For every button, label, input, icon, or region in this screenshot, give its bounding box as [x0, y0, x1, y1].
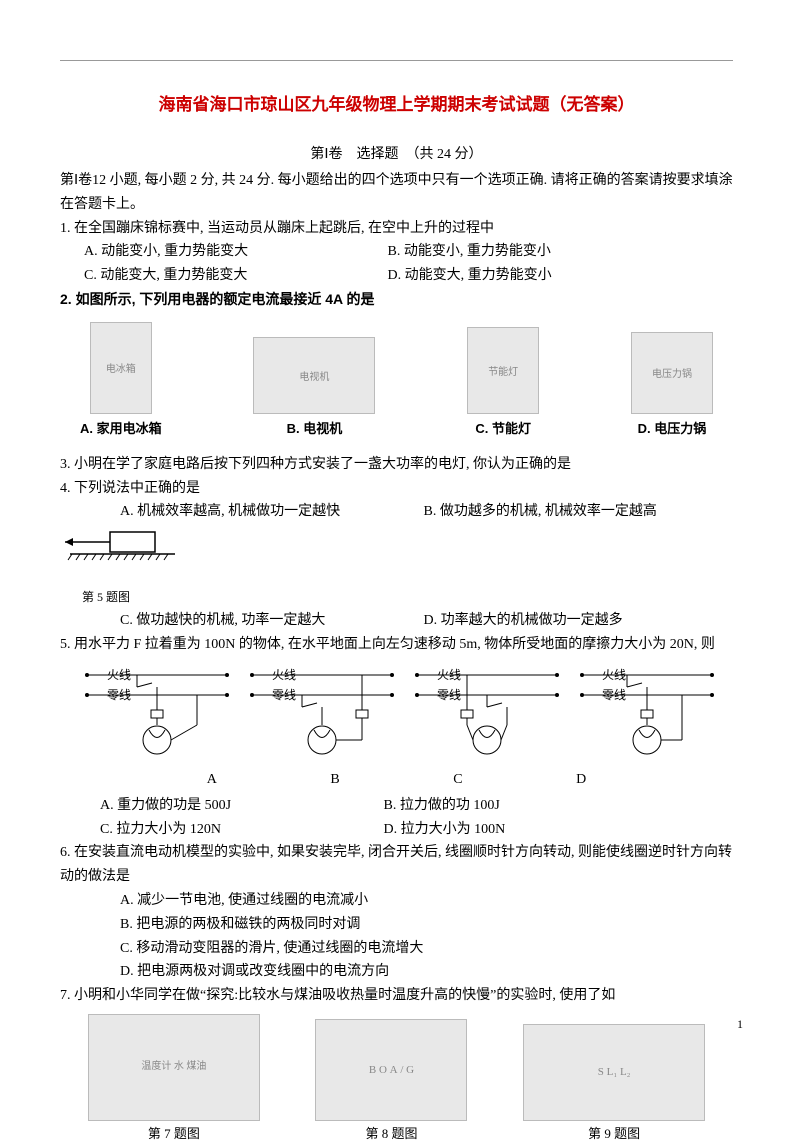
page: 海南省海口市琼山区九年级物理上学期期末考试试题（无答案） 第Ⅰ卷 选择题 （共 …: [0, 0, 793, 1122]
q2-cap-c: C. 节能灯: [475, 418, 531, 437]
q1-stem: 1. 在全国蹦床锦标赛中, 当运动员从蹦床上起跳后, 在空中上升的过程中: [60, 217, 733, 241]
cooker-image: 电压力锅: [631, 332, 713, 414]
q4-opt-a: A. 机械效率越高, 机械做功一定越快: [120, 500, 420, 524]
bottom-figs: 温度计 水 煤油 第 7 题图 B O A / G 第 8 题图 S L₁ L₂…: [60, 1014, 733, 1142]
q1-options-row2: C. 动能变大, 重力势能变大 D. 动能变大, 重力势能变小: [60, 264, 733, 288]
q4-stem: 4. 下列说法中正确的是: [60, 477, 733, 501]
spacer: [60, 443, 733, 453]
q5-row2: C. 拉力大小为 120N D. 拉力大小为 100N: [60, 818, 733, 842]
fig8-img: B O A / G: [315, 1019, 467, 1121]
q4-row2: C. 做功越快的机械, 功率一定越大 D. 功率越大的机械做功一定越多: [60, 609, 733, 633]
q4-opt-b: B. 做功越多的机械, 机械效率一定越高: [424, 500, 657, 524]
q2-cap-a: A. 家用电冰箱: [80, 418, 162, 437]
instructions: 第Ⅰ卷12 小题, 每小题 2 分, 共 24 分. 每小题给出的四个选项中只有…: [60, 169, 733, 217]
fig7: 温度计 水 煤油 第 7 题图: [88, 1014, 260, 1142]
q4-row1: A. 机械效率越高, 机械做功一定越快 B. 做功越多的机械, 机械效率一定越高: [60, 500, 733, 524]
fig8-cap: 第 8 题图: [365, 1123, 417, 1142]
circ-b: B: [330, 772, 339, 788]
q6-d: D. 把电源两极对调或改变线圈中的电流方向: [60, 960, 733, 984]
q5-opt-d: D. 拉力大小为 100N: [384, 818, 506, 842]
q1-opt-c: C. 动能变大, 重力势能变大: [84, 264, 384, 288]
q2-cap-b: B. 电视机: [287, 418, 343, 437]
q2-item-d: 电压力锅 D. 电压力锅: [631, 332, 713, 437]
q6-b: B. 把电源的两极和磁铁的两极同时对调: [60, 913, 733, 937]
q2-item-c: 节能灯 C. 节能灯: [467, 327, 539, 437]
fig9-cap: 第 9 题图: [588, 1123, 640, 1142]
page-number: 1: [737, 1017, 743, 1032]
q1-options-row1: A. 动能变小, 重力势能变大 B. 动能变小, 重力势能变小: [60, 240, 733, 264]
tv-image: 电视机: [253, 337, 375, 414]
q2-stem: 2. 如图所示, 下列用电器的额定电流最接近 4A 的是: [60, 288, 733, 312]
fig5: F 第 5 题图: [60, 530, 733, 605]
doc-title: 海南省海口市琼山区九年级物理上学期期末考试试题（无答案）: [60, 90, 733, 115]
q6-a: A. 减少一节电池, 使通过线圈的电流减小: [60, 889, 733, 913]
circuit-option-labels: A B C D: [150, 772, 643, 788]
fig7-img: 温度计 水 煤油: [88, 1014, 260, 1121]
lamp-image: 节能灯: [467, 327, 539, 414]
fridge-image: 电冰箱: [90, 322, 152, 414]
q5-row1: A. 重力做的功是 500J B. 拉力做的功 100J: [60, 794, 733, 818]
q1-opt-b: B. 动能变小, 重力势能变小: [388, 240, 551, 264]
circuit-svg: 火线 零线 火线零线: [77, 665, 717, 765]
q4-opt-c: C. 做功越快的机械, 功率一定越大: [120, 609, 420, 633]
q2-cap-d: D. 电压力锅: [638, 418, 707, 437]
q2-item-a: 电冰箱 A. 家用电冰箱: [80, 322, 162, 437]
circuit-diagrams: 火线 零线 火线零线: [60, 665, 733, 770]
fig5-svg: [60, 530, 190, 570]
circ-c: C: [453, 772, 462, 788]
circ-d: D: [576, 772, 586, 788]
fig5-caption: 第 5 题图: [82, 588, 733, 605]
fig7-cap: 第 7 题图: [148, 1123, 200, 1142]
q7-stem: 7. 小明和小华同学在做“探究:比较水与煤油吸收热量时温度升高的快慢”的实验时,…: [60, 984, 733, 1008]
q5-opt-b: B. 拉力做的功 100J: [384, 794, 500, 818]
q5-stem: 5. 用水平力 F 拉着重为 100N 的物体, 在水平地面上向左匀速移动 5m…: [60, 633, 733, 657]
circ-a: A: [207, 772, 217, 788]
q1-opt-a: A. 动能变小, 重力势能变大: [84, 240, 384, 264]
q4-opt-d: D. 功率越大的机械做功一定越多: [424, 609, 623, 633]
q5-opt-c: C. 拉力大小为 120N: [100, 818, 380, 842]
q1-opt-d: D. 动能变大, 重力势能变小: [388, 264, 552, 288]
q5-opt-a: A. 重力做的功是 500J: [100, 794, 380, 818]
section-header: 第Ⅰ卷 选择题 （共 24 分）: [60, 143, 733, 163]
fig8: B O A / G 第 8 题图: [315, 1019, 467, 1142]
q6-stem: 6. 在安装直流电动机模型的实验中, 如果安装完毕, 闭合开关后, 线圈顺时针方…: [60, 841, 733, 889]
q6-c: C. 移动滑动变阻器的滑片, 使通过线圈的电流增大: [60, 937, 733, 961]
q3-stem: 3. 小明在学了家庭电路后按下列四种方式安装了一盏大功率的电灯, 你认为正确的是: [60, 453, 733, 477]
q2-images: 电冰箱 A. 家用电冰箱 电视机 B. 电视机 节能灯 C. 节能灯 电压力锅 …: [80, 322, 713, 437]
q2-item-b: 电视机 B. 电视机: [253, 337, 375, 437]
fig9: S L₁ L₂ 第 9 题图: [523, 1024, 705, 1142]
fig9-img: S L₁ L₂: [523, 1024, 705, 1121]
top-rule: [60, 60, 733, 61]
